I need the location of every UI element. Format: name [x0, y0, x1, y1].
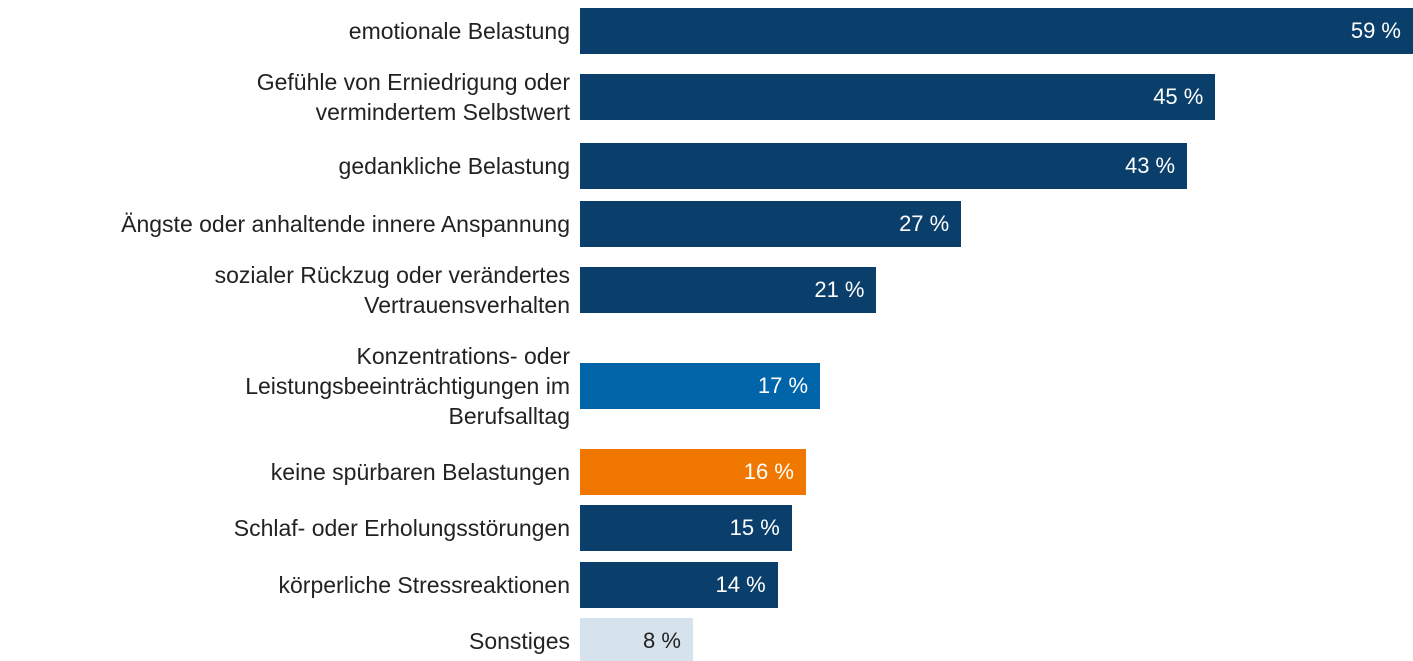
value-label: 15 %	[729, 515, 780, 540]
bar	[580, 363, 821, 409]
category-label: Schlaf- oder Erholungsstörungen	[233, 515, 570, 541]
category-label: keine spürbaren Belastungen	[270, 459, 570, 485]
value-label: 14 %	[715, 572, 766, 597]
value-label: 59 %	[1350, 18, 1401, 43]
category-label: gedankliche Belastung	[338, 153, 570, 179]
bar	[580, 505, 792, 551]
bar	[580, 143, 1188, 189]
bar	[580, 74, 1216, 120]
bar	[580, 618, 693, 661]
category-label: Sonstiges	[468, 628, 570, 654]
category-label: Ängste oder anhaltende innere Anspannung	[121, 211, 570, 237]
value-label: 45 %	[1153, 84, 1204, 109]
bar	[580, 449, 806, 495]
category-label: sozialer Rückzug oder verändertes Vertra…	[214, 262, 570, 318]
value-label: 21 %	[814, 277, 865, 302]
bar	[580, 267, 877, 313]
bar	[580, 8, 1413, 54]
value-label: 8 %	[643, 628, 681, 653]
value-label: 16 %	[743, 459, 794, 484]
value-label: 43 %	[1124, 153, 1176, 178]
category-label: Konzentrations- oder Leistungsbeeinträch…	[245, 343, 570, 429]
category-label: emotionale Belastung	[348, 18, 570, 44]
value-label: 17 %	[757, 373, 809, 398]
bar	[580, 201, 962, 247]
value-label: 27 %	[899, 211, 950, 236]
category-label: Gefühle von Erniedrigung oder vermindert…	[256, 69, 570, 125]
category-label: körperliche Stressreaktionen	[278, 572, 570, 598]
bar	[580, 562, 778, 608]
